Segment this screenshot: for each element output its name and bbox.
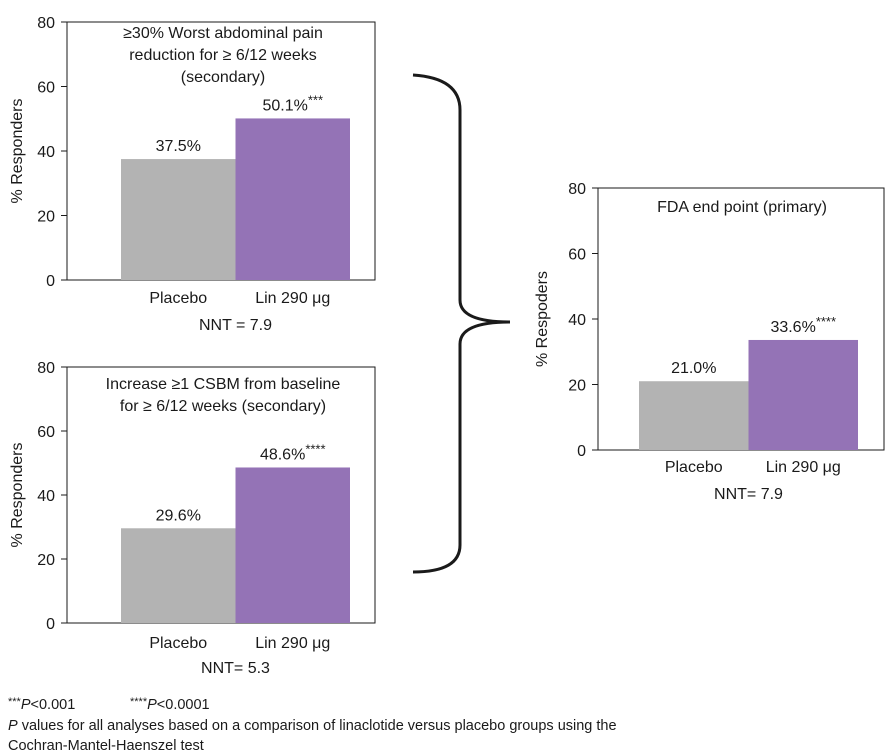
y-tick-label: 40	[37, 488, 55, 505]
threshold: <0.0001	[157, 697, 210, 713]
panel-title: Increase ≥1 CSBM from baseline	[106, 376, 341, 393]
y-tick-label: 20	[37, 209, 55, 226]
bar	[235, 467, 350, 623]
y-tick-label: 80	[37, 15, 55, 32]
bar	[121, 159, 236, 280]
y-tick-label: 60	[568, 247, 586, 264]
nnt-annotation: NNT= 7.9	[714, 486, 783, 503]
value-text: 48.6%	[260, 446, 305, 463]
brace	[412, 73, 511, 574]
nnt-annotation: NNT= 5.3	[201, 660, 270, 677]
value-label: 48.6%****	[260, 441, 326, 463]
stars: ****	[130, 696, 148, 708]
y-tick-label: 20	[37, 552, 55, 569]
value-label: 50.1%***	[262, 92, 323, 114]
significance-stars: ***	[308, 92, 323, 107]
footnote-significance: ***P<0.001 ****P<0.0001	[8, 696, 210, 713]
panel-title: for ≥ 6/12 weeks (secondary)	[120, 398, 326, 415]
footnote-note: Cochran-Mantel-Haenszel test	[8, 738, 204, 754]
panel-title: (secondary)	[181, 69, 265, 86]
x-tick-label: Placebo	[149, 635, 207, 652]
y-axis-label: % Responders	[9, 443, 26, 548]
y-tick-label: 60	[37, 424, 55, 441]
y-tick-label: 40	[37, 144, 55, 161]
y-tick-label: 0	[577, 443, 586, 460]
threshold: <0.001	[31, 697, 76, 713]
p-symbol: P	[147, 697, 157, 713]
stars: ***	[8, 696, 22, 708]
bar	[639, 381, 749, 450]
value-text: 37.5%	[156, 138, 201, 155]
x-tick-label: Lin 290 μg	[766, 459, 841, 476]
panel-title: reduction for ≥ 6/12 weeks	[129, 47, 317, 64]
value-label: 29.6%	[156, 507, 201, 524]
footnote-note: P values for all analyses based on a com…	[8, 718, 617, 734]
x-tick-label: Lin 290 μg	[255, 290, 330, 307]
nnt-annotation: NNT = 7.9	[199, 317, 272, 334]
x-tick-label: Placebo	[149, 290, 207, 307]
value-text: 29.6%	[156, 507, 201, 524]
value-text: 21.0%	[671, 360, 716, 377]
bar	[748, 339, 858, 450]
bar	[121, 528, 236, 623]
y-tick-label: 60	[37, 80, 55, 97]
value-text: 50.1%	[262, 97, 307, 114]
y-tick-label: 20	[568, 378, 586, 395]
panel-title: ≥30% Worst abdominal pain	[123, 25, 323, 42]
value-label: 21.0%	[671, 360, 716, 377]
x-tick-label: Lin 290 μg	[255, 635, 330, 652]
x-tick-label: Placebo	[665, 459, 723, 476]
significance-stars: ****	[816, 314, 836, 329]
note-text: values for all analyses based on a compa…	[18, 718, 617, 734]
significance-stars: ****	[305, 441, 325, 456]
y-tick-label: 80	[568, 181, 586, 198]
value-text: 33.6%	[770, 319, 815, 336]
y-axis-label: % Responders	[9, 99, 26, 204]
y-tick-label: 0	[46, 616, 55, 633]
y-tick-label: 80	[37, 360, 55, 377]
panel-title: FDA end point (primary)	[657, 199, 827, 216]
y-axis-label: % Respoders	[534, 271, 551, 367]
bar	[235, 118, 350, 281]
y-tick-label: 0	[46, 273, 55, 290]
value-label: 33.6%****	[770, 314, 836, 336]
p-symbol: P	[8, 718, 18, 734]
p-symbol: P	[21, 697, 31, 713]
value-label: 37.5%	[156, 138, 201, 155]
y-tick-label: 40	[568, 312, 586, 329]
